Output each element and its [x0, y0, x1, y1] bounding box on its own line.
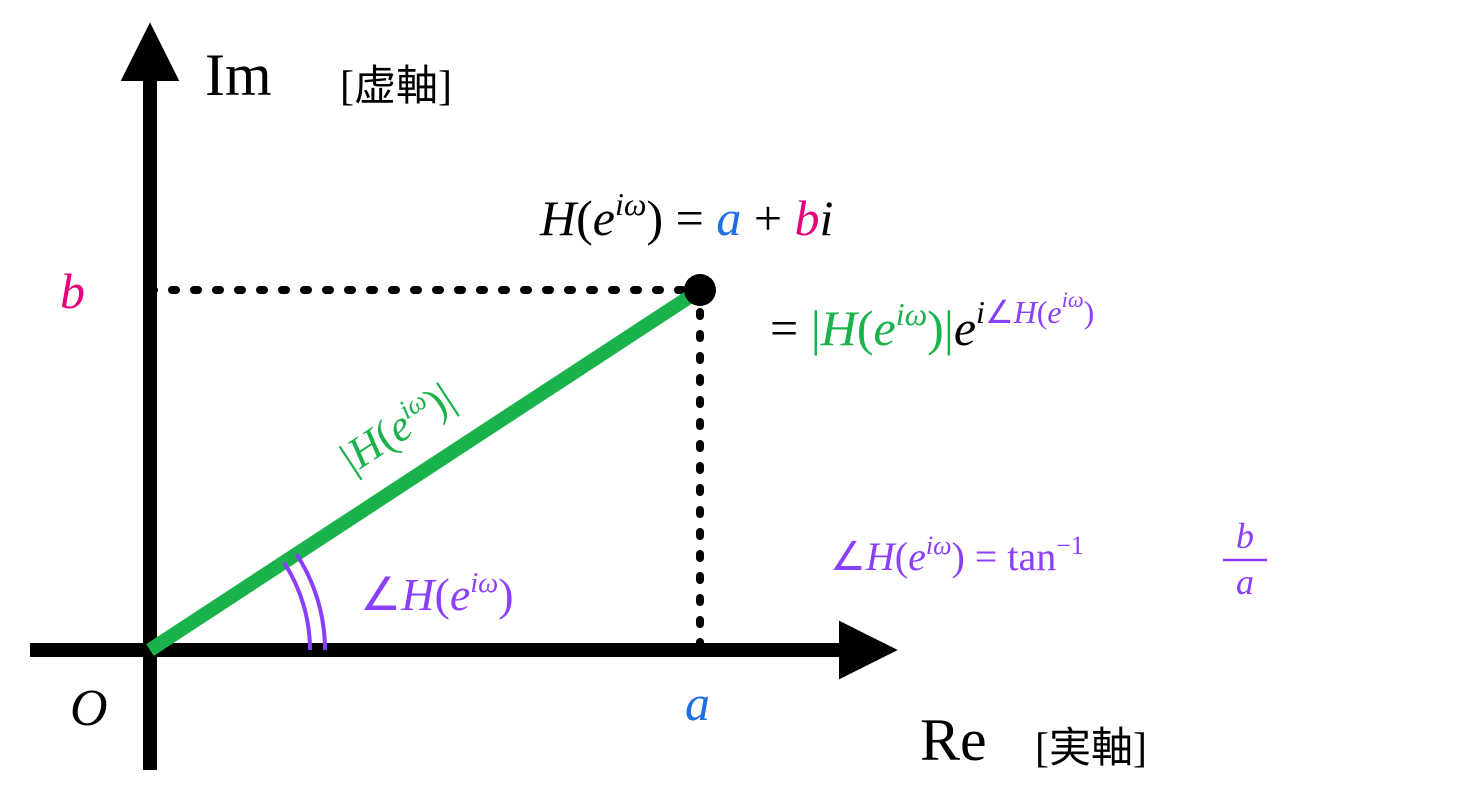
im-label: Im — [205, 42, 272, 108]
eq3-frac-bot: a — [1236, 562, 1254, 602]
eq3-frac-top: b — [1236, 516, 1254, 556]
complex-point — [684, 274, 716, 306]
eq3-left: ∠H(eiω) = tan−1 — [830, 531, 1084, 579]
re-label: Re — [920, 707, 987, 773]
re-jp-label: [実軸] — [1035, 726, 1147, 772]
angle-label: ∠H(eiω) — [360, 568, 514, 620]
b-axis-label: b — [60, 263, 85, 319]
a-axis-label: a — [685, 675, 710, 731]
angle-arc-1 — [284, 562, 310, 650]
origin-label: O — [70, 680, 108, 737]
im-jp-label: [虚軸] — [340, 64, 452, 110]
eq2: = |H(eiω)|ei∠H(eiω) — [770, 287, 1094, 356]
eq1: H(eiω) = a + bi — [539, 186, 833, 246]
